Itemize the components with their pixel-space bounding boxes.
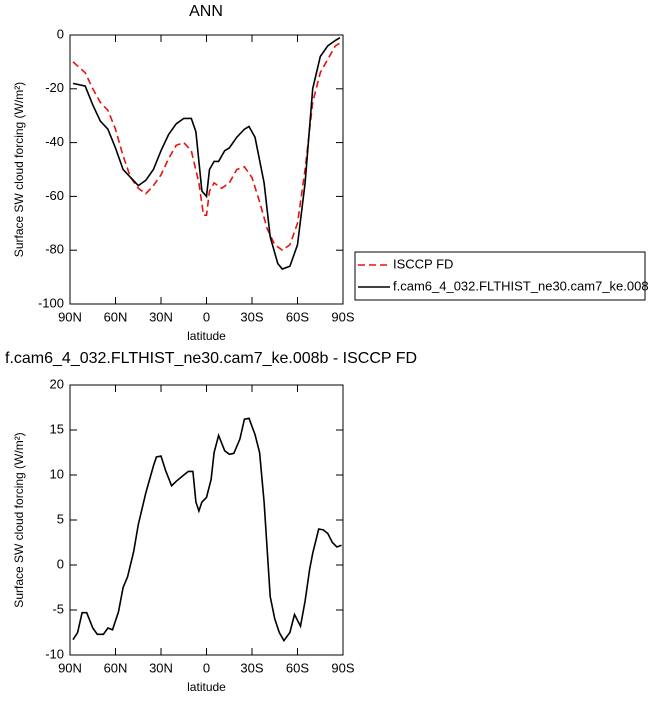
y-tick-label: 20 — [50, 376, 64, 391]
x-tick-label: 0 — [203, 309, 210, 324]
y-axis-label: Surface SW cloud forcing (W/m²) — [12, 432, 26, 607]
x-tick-label: 60N — [104, 309, 128, 324]
chart-title: ANN — [189, 3, 223, 20]
x-axis-label: latitude — [187, 680, 226, 694]
y-tick-label: -80 — [45, 242, 64, 257]
data-line — [72, 37, 341, 270]
x-tick-label: 0 — [203, 660, 210, 675]
y-tick-label: -60 — [45, 188, 64, 203]
y-tick-label: 0 — [57, 556, 64, 571]
x-tick-label: 30S — [240, 660, 263, 675]
plot-frame — [69, 34, 344, 305]
x-tick-label: 30N — [149, 309, 173, 324]
y-tick-label: 0 — [57, 26, 64, 41]
legend-label: f.cam6_4_032.FLTHIST_ne30.cam7_ke.008b — [393, 278, 649, 293]
x-tick-label: 30S — [240, 309, 263, 324]
y-tick-label: -20 — [45, 80, 64, 95]
y-tick-label: 15 — [50, 421, 64, 436]
y-tick-label: 5 — [57, 511, 64, 526]
data-line — [72, 42, 341, 252]
x-tick-label: 90N — [58, 660, 82, 675]
data-line — [72, 417, 342, 643]
y-tick-label: -100 — [38, 295, 64, 310]
y-tick-label: -5 — [52, 601, 64, 616]
legend-label: ISCCP FD — [393, 256, 453, 271]
x-axis-label: latitude — [187, 329, 226, 343]
y-axis-label: Surface SW cloud forcing (W/m²) — [12, 82, 26, 257]
y-tick-label: 10 — [50, 466, 64, 481]
x-tick-label: 60S — [286, 660, 309, 675]
x-tick-label: 90S — [331, 309, 354, 324]
y-tick-label: -10 — [45, 646, 64, 661]
legend-box — [354, 251, 646, 301]
x-tick-label: 30N — [149, 660, 173, 675]
x-tick-label: 60S — [286, 309, 309, 324]
x-tick-label: 60N — [104, 660, 128, 675]
x-tick-label: 90N — [58, 309, 82, 324]
chart-title: f.cam6_4_032.FLTHIST_ne30.cam7_ke.008b -… — [5, 350, 417, 367]
y-tick-label: -40 — [45, 134, 64, 149]
x-tick-label: 90S — [331, 660, 354, 675]
